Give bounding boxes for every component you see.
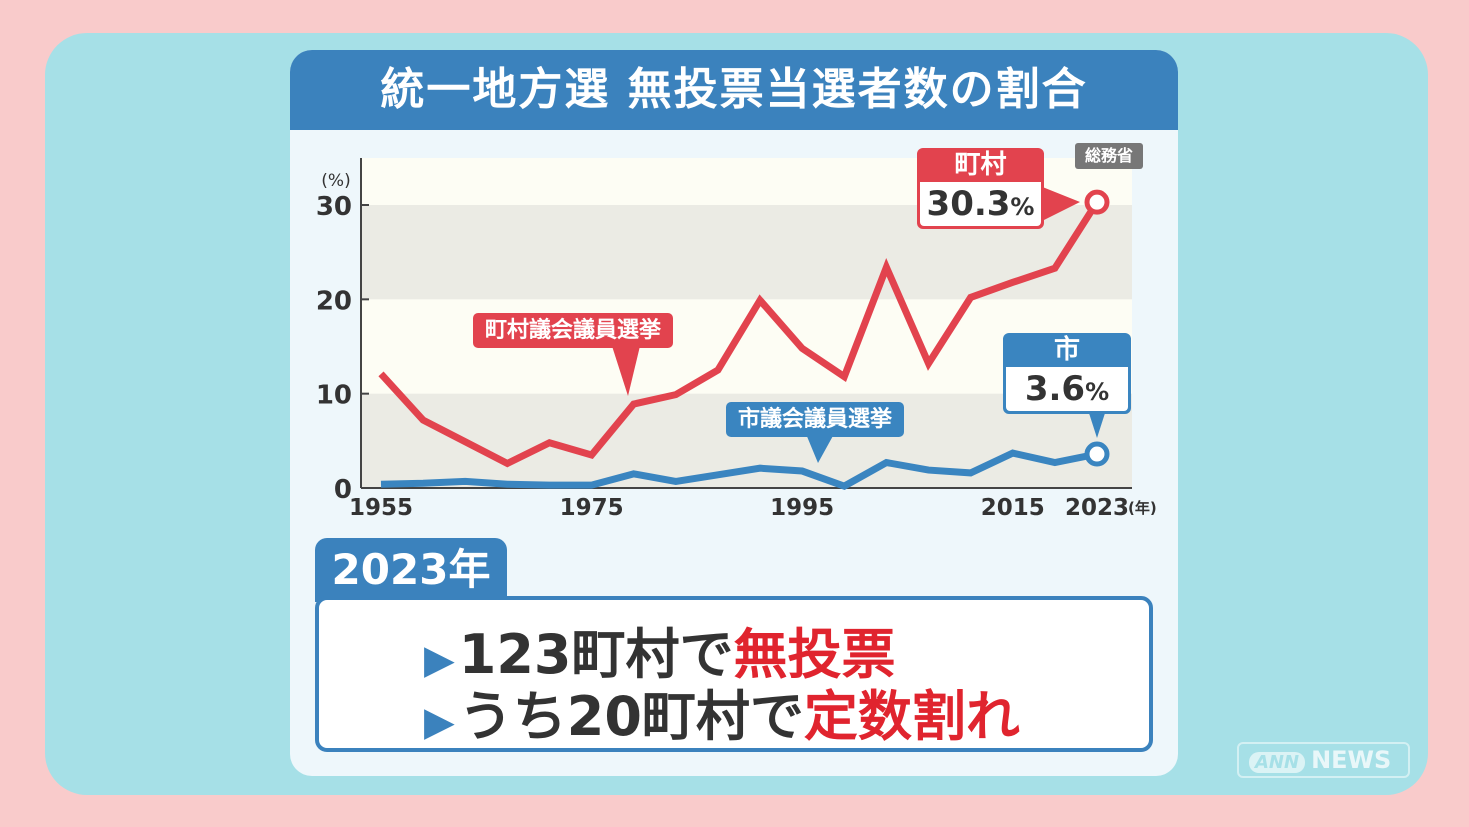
town-label-pointer — [612, 346, 640, 396]
city-value: 3.6 — [1024, 369, 1086, 409]
y-tick-label: 10 — [316, 381, 352, 411]
x-tick-label: 2015 — [981, 495, 1045, 521]
logo-news: NEWS — [1311, 746, 1392, 774]
y-tick-label: 30 — [316, 192, 352, 222]
town-unit: % — [1010, 193, 1035, 221]
x-tick-label: 1995 — [770, 495, 834, 521]
town-callout-pointer — [1040, 186, 1080, 222]
town-callout-value: 30.3% — [920, 182, 1041, 226]
city-callout-value: 3.6% — [1006, 367, 1128, 411]
series-label-town: 町村議会議員選挙 — [473, 313, 674, 348]
city-label-pointer — [806, 434, 834, 463]
city-callout: 市 3.6% — [1003, 333, 1131, 414]
summary-year-tab: 2023年 — [315, 538, 507, 602]
town-value: 30.3 — [926, 184, 1011, 224]
x-axis-unit: (年) — [1128, 499, 1157, 517]
summary-emphasis: 定数割れ — [803, 685, 1020, 748]
city-callout-label: 市 — [1053, 335, 1080, 365]
town-callout-label: 町村 — [954, 150, 1007, 180]
y-tick-label: 0 — [334, 475, 352, 505]
series-line-town — [378, 200, 1100, 468]
ann-news-logo: ANN NEWS — [1237, 742, 1410, 778]
x-tick-label: 2023 — [1065, 495, 1129, 521]
x-tick-label: 1975 — [560, 495, 624, 521]
summary-line-1: ▶123町村で無投票 — [424, 610, 896, 689]
triangle-icon: ▶ — [424, 699, 455, 745]
town-callout: 町村 30.3% — [917, 148, 1044, 229]
end-point-marker — [1084, 441, 1110, 467]
summary-line-2: ▶うち20町村で定数割れ — [424, 672, 1020, 751]
y-axis-unit: (%) — [321, 171, 350, 191]
y-tick-label: 20 — [316, 286, 352, 316]
summary-emphasis: 無投票 — [733, 623, 896, 686]
series-line-city — [380, 449, 1098, 490]
summary-box: ▶123町村で無投票 ▶うち20町村で定数割れ — [315, 596, 1153, 752]
triangle-icon: ▶ — [424, 637, 455, 683]
logo-ann: ANN — [1249, 752, 1306, 773]
summary-text: うち20町村で — [458, 685, 804, 748]
city-callout-pointer — [1088, 410, 1106, 438]
source-badge: 総務省 — [1075, 143, 1143, 169]
summary-text: 123町村で — [458, 623, 734, 686]
end-point-marker — [1084, 189, 1110, 215]
chart-title: 統一地方選 無投票当選者数の割合 — [290, 50, 1178, 130]
city-unit: % — [1085, 378, 1110, 406]
x-tick-label: 1955 — [349, 495, 413, 521]
series-label-city: 市議会議員選挙 — [726, 402, 905, 437]
